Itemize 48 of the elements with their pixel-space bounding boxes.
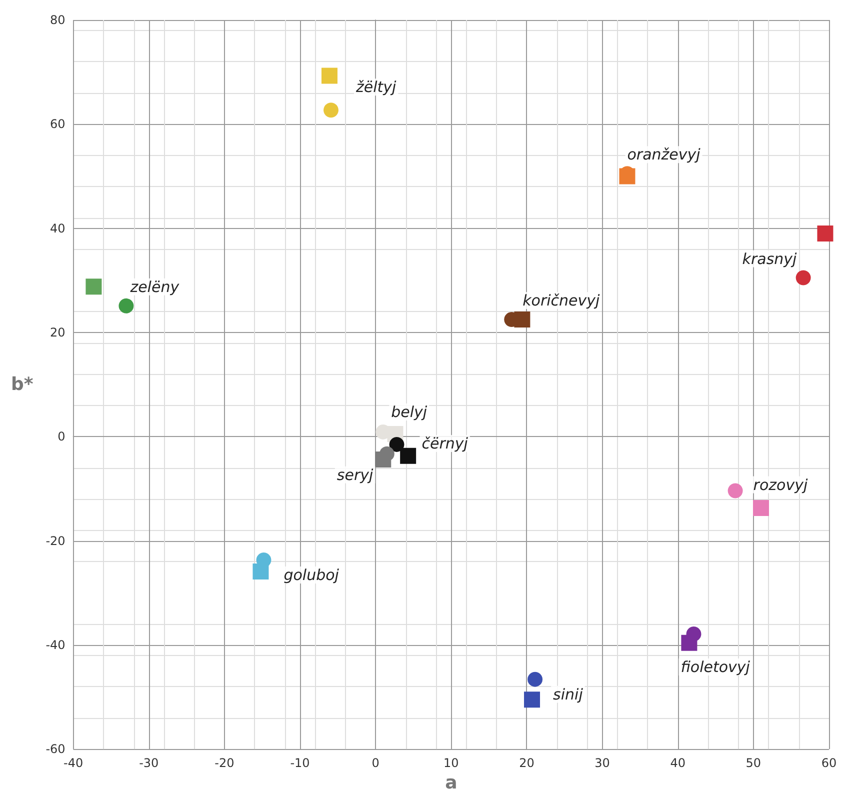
y-axis-title: b* <box>10 374 34 396</box>
x-tick-label: 60 <box>821 756 837 770</box>
x-axis-title: a <box>445 772 458 794</box>
point <box>686 626 702 642</box>
series-label: krasnyj <box>742 250 798 268</box>
series-label: rozovyj <box>753 476 808 494</box>
x-tick-label: -30 <box>139 756 159 770</box>
point <box>321 68 338 84</box>
y-tick-label: 0 <box>58 430 66 444</box>
x-tick-label: -40 <box>63 756 84 770</box>
x-tick-label: 20 <box>519 756 534 770</box>
x-tick-label: -10 <box>290 756 310 770</box>
y-tick-label: -40 <box>46 638 66 652</box>
y-tick-label: 20 <box>50 325 66 340</box>
point <box>118 298 134 314</box>
series-label: čërnyj <box>422 434 469 452</box>
x-tick-label: 40 <box>670 756 686 770</box>
series-label: koričnevyj <box>522 291 601 310</box>
point <box>752 500 769 516</box>
x-tick-label: -20 <box>214 756 234 770</box>
point <box>728 483 743 498</box>
point <box>389 436 404 452</box>
y-tick-label: -60 <box>46 742 66 756</box>
y-tick-label: 40 <box>50 221 66 236</box>
point <box>324 102 338 118</box>
series-label: goluboj <box>284 566 340 584</box>
x-tick-label: 30 <box>594 756 610 770</box>
x-tick-label: 50 <box>746 756 762 770</box>
point <box>796 270 811 286</box>
series-label: fioletovyj <box>680 658 751 676</box>
y-tick-label: 60 <box>50 117 66 132</box>
series-label: seryj <box>336 466 374 484</box>
point <box>817 226 834 242</box>
point <box>400 448 416 464</box>
series-label: oranževyj <box>627 146 702 164</box>
point <box>256 552 272 568</box>
x-tick-label: 0 <box>372 756 380 770</box>
y-tick-label: -20 <box>46 534 66 548</box>
point <box>379 446 394 462</box>
series-label: zelëny <box>129 278 180 296</box>
series-label: sinij <box>553 685 584 704</box>
point <box>528 672 543 687</box>
x-tick-label: 10 <box>444 756 459 770</box>
y-tick-label: 80 <box>50 13 66 27</box>
point <box>524 692 540 708</box>
series-label: žëltyj <box>354 78 398 96</box>
point <box>86 278 102 295</box>
series-label: belyj <box>391 402 428 421</box>
